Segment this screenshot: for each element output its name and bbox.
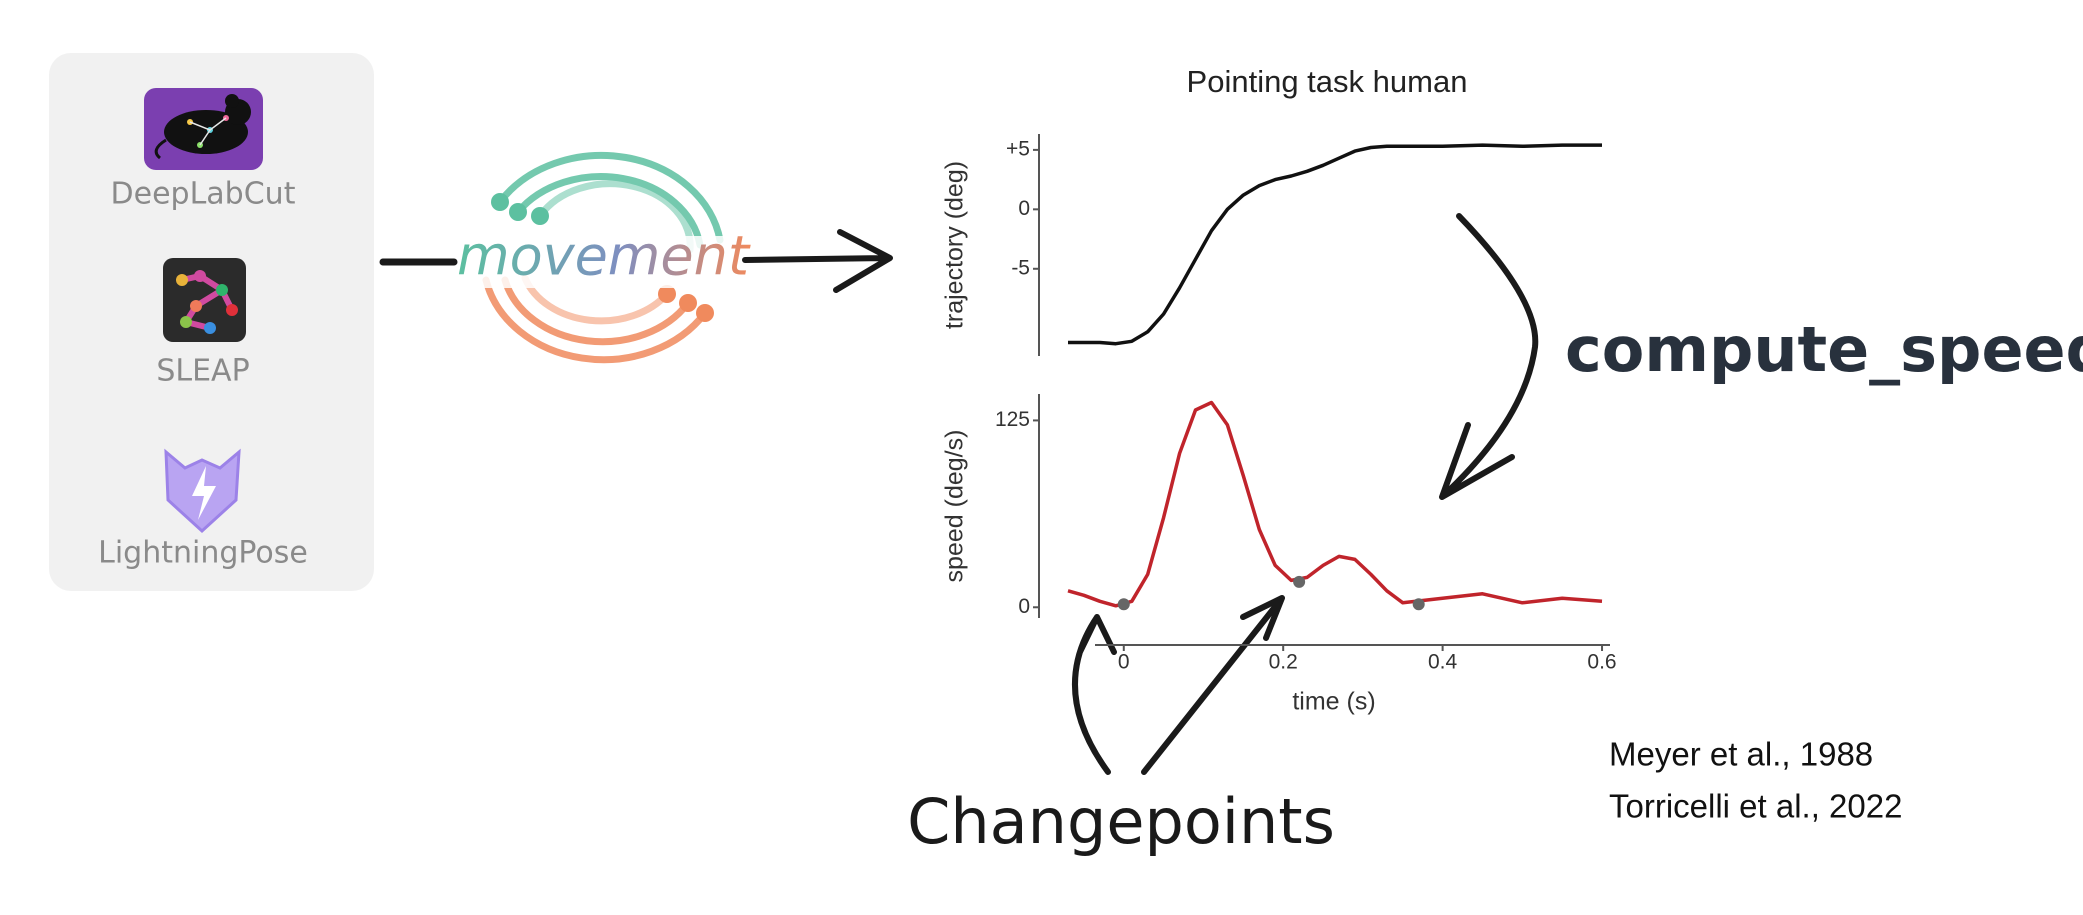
changepoints-label: Changepoints bbox=[907, 785, 1335, 858]
x-tick-label: 0.4 bbox=[1428, 651, 1458, 674]
arrow bbox=[1439, 213, 1539, 500]
arrow bbox=[1072, 614, 1117, 775]
x-tick-label: 0.6 bbox=[1587, 651, 1616, 674]
changepoint-marker bbox=[1412, 598, 1425, 611]
x-axis-label: time (s) bbox=[1292, 688, 1375, 716]
changepoint-marker bbox=[1293, 575, 1306, 588]
tool-label: SLEAP bbox=[156, 354, 249, 389]
logo-text: movement bbox=[457, 225, 751, 288]
y-axis-label: trajectory (deg) bbox=[941, 161, 969, 329]
y-tick-label: 0 bbox=[1018, 595, 1030, 618]
function-label: compute_speed bbox=[1565, 313, 2083, 386]
chart-title: Pointing task human bbox=[1187, 64, 1468, 99]
data-line bbox=[1068, 143, 1602, 346]
x-tick-label: 0 bbox=[1118, 651, 1130, 674]
data-line bbox=[1067, 400, 1603, 608]
y-tick-label: +5 bbox=[1006, 137, 1030, 160]
x-tick-label: 0.2 bbox=[1269, 651, 1298, 674]
sleap-icon bbox=[163, 258, 246, 342]
tool-label: LightningPose bbox=[98, 536, 308, 571]
reference: Meyer et al., 1988 bbox=[1609, 736, 1873, 773]
arrow bbox=[742, 229, 893, 293]
lightningpose-icon bbox=[164, 448, 241, 534]
changepoint-marker bbox=[1117, 598, 1130, 611]
reference: Torricelli et al., 2022 bbox=[1609, 788, 1902, 825]
arrow bbox=[1141, 595, 1285, 775]
y-tick-label: -5 bbox=[1011, 256, 1030, 279]
y-tick-label: 0 bbox=[1018, 197, 1030, 220]
deeplabcut-icon bbox=[144, 88, 263, 170]
y-tick-label: 125 bbox=[995, 408, 1030, 431]
y-axis-label: speed (deg/s) bbox=[941, 430, 969, 583]
movement-logo: movement bbox=[457, 151, 751, 364]
tool-label: DeepLabCut bbox=[111, 177, 296, 212]
